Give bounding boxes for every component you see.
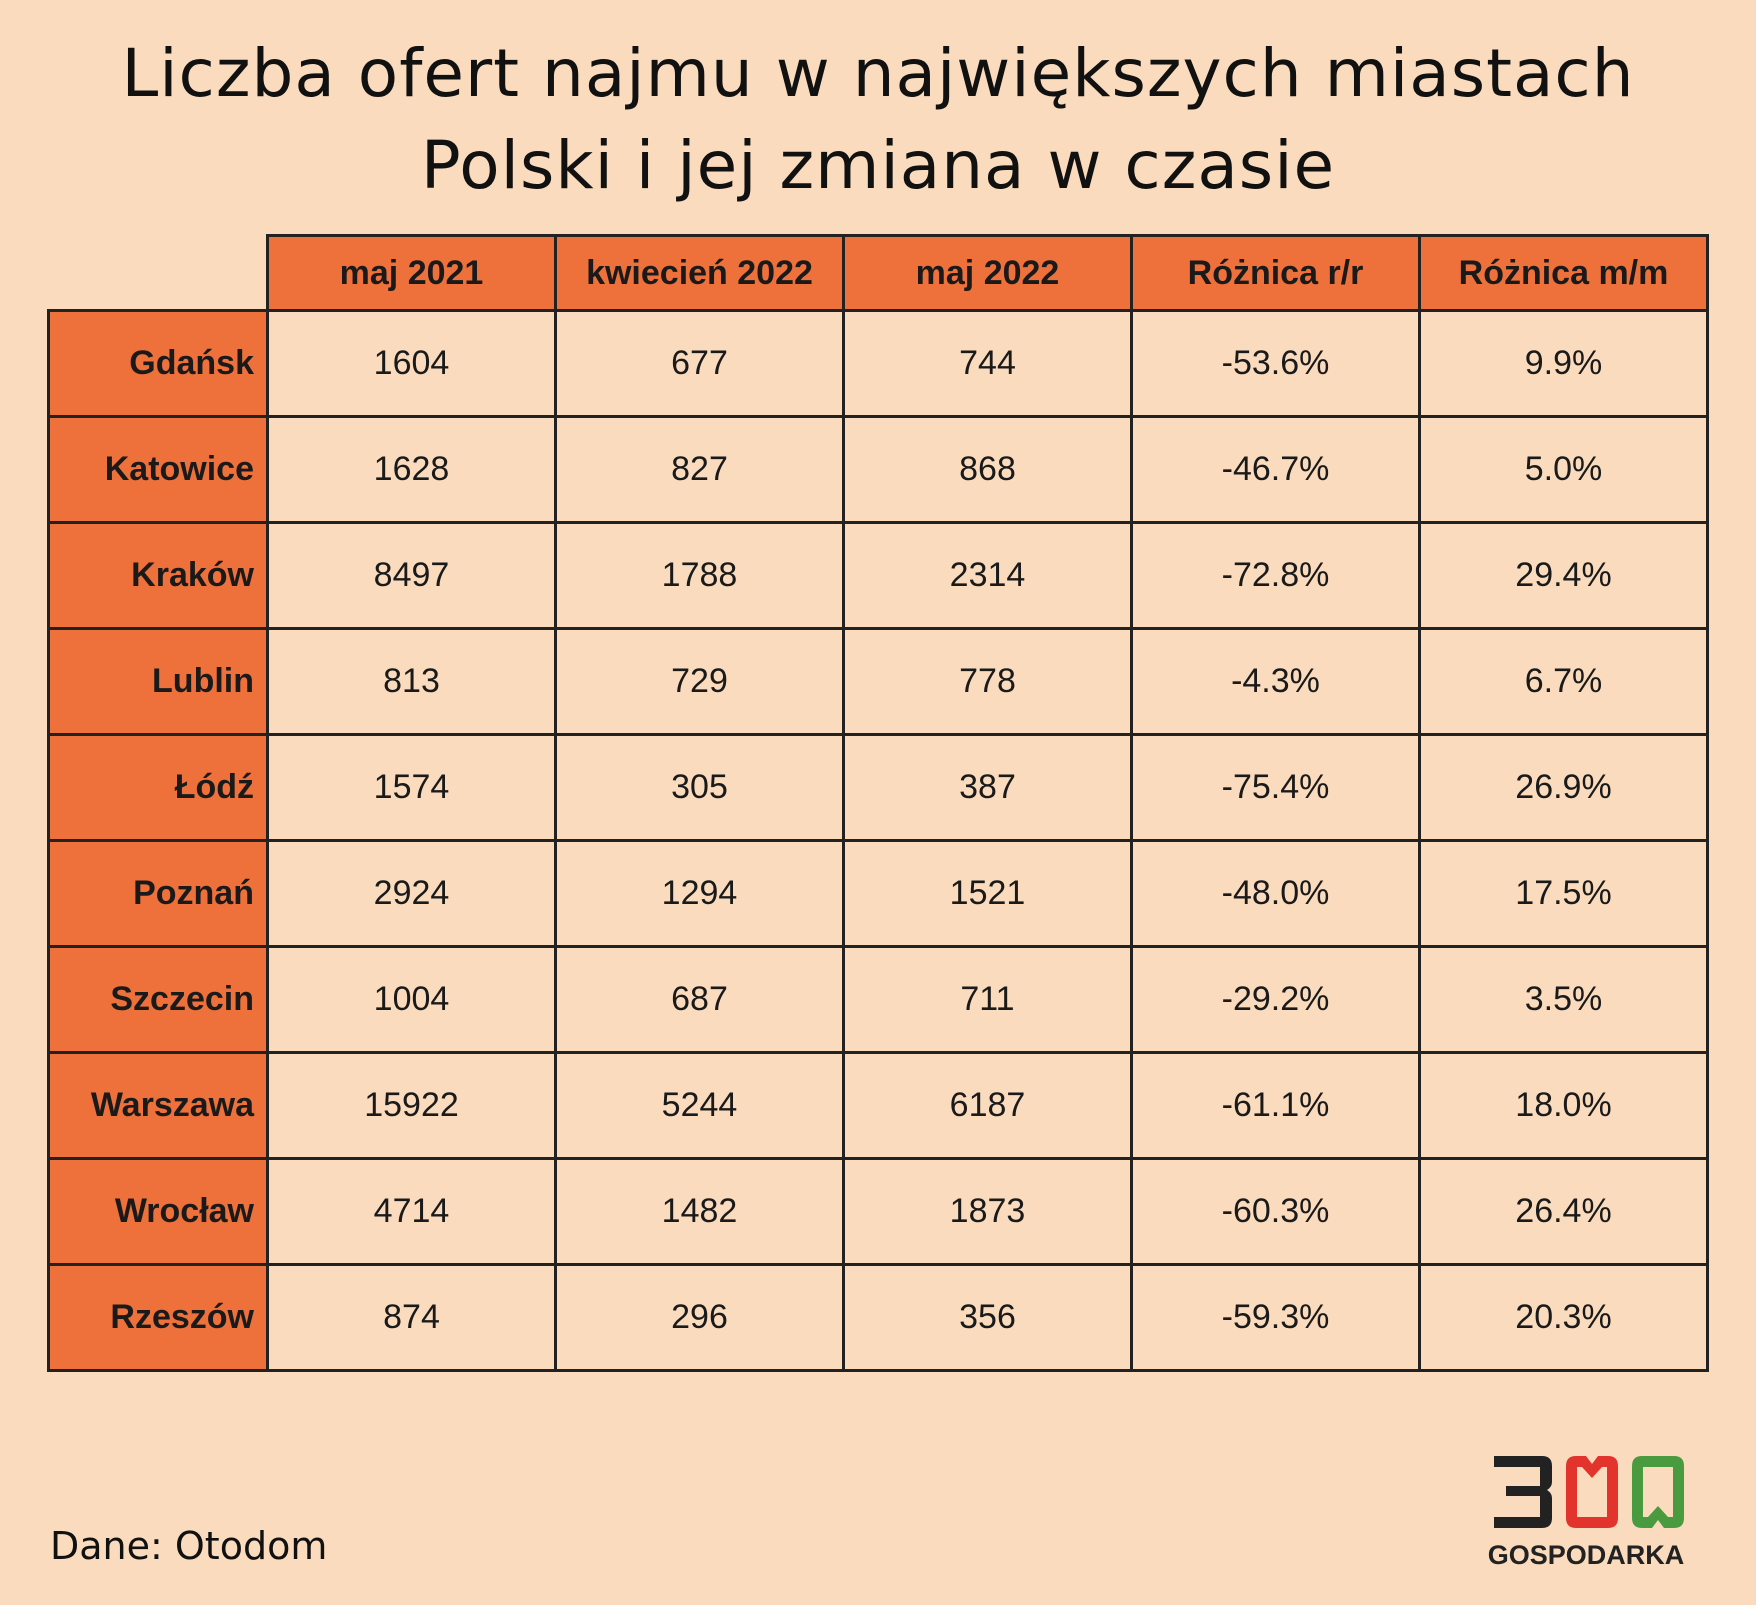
title-line-2: Polski i jej zmiana w czasie: [420, 127, 1336, 204]
table-row: Gdańsk 1604 677 744 -53.6% 9.9%: [47, 309, 1709, 418]
table-cell: -29.2%: [1130, 945, 1421, 1054]
row-header-city: Wrocław: [47, 1157, 269, 1266]
column-header: maj 2022: [842, 234, 1133, 312]
source-note: Dane: Otodom: [50, 1524, 328, 1568]
table-cell: 2314: [842, 521, 1133, 630]
table-cell: 6187: [842, 1051, 1133, 1160]
table-cell: 26.4%: [1418, 1157, 1709, 1266]
table-cell: 20.3%: [1418, 1263, 1709, 1372]
row-header-city: Gdańsk: [47, 309, 269, 418]
table-cell: 1788: [554, 521, 845, 630]
table-cell: 3.5%: [1418, 945, 1709, 1054]
table-cell: 1628: [266, 415, 557, 524]
column-header: maj 2021: [266, 234, 557, 312]
row-header-city: Poznań: [47, 839, 269, 948]
table-cell: 387: [842, 733, 1133, 842]
table-row: Łódź 1574 305 387 -75.4% 26.9%: [47, 733, 1709, 842]
table-cell: 356: [842, 1263, 1133, 1372]
row-header-city: Szczecin: [47, 945, 269, 1054]
row-header-city: Łódź: [47, 733, 269, 842]
rental-offers-table: maj 2021 kwiecień 2022 maj 2022 Różnica …: [47, 234, 1709, 1372]
table-cell: -53.6%: [1130, 309, 1421, 418]
table-cell: 729: [554, 627, 845, 736]
table-cell: 8497: [266, 521, 557, 630]
table-cell: 827: [554, 415, 845, 524]
table-cell: 5244: [554, 1051, 845, 1160]
table-cell: 15922: [266, 1051, 557, 1160]
table-cell: 1294: [554, 839, 845, 948]
table-cell: 305: [554, 733, 845, 842]
table-cell: 5.0%: [1418, 415, 1709, 524]
table-cell: -4.3%: [1130, 627, 1421, 736]
table-row: Wrocław 4714 1482 1873 -60.3% 26.4%: [47, 1157, 1709, 1266]
table-cell: 687: [554, 945, 845, 1054]
table-cell: 874: [266, 1263, 557, 1372]
logo-three-shape: [1494, 1456, 1552, 1528]
table-row: Warszawa 15922 5244 6187 -61.1% 18.0%: [47, 1051, 1709, 1160]
table-cell: 1873: [842, 1157, 1133, 1266]
logo-zero-red-shape: [1566, 1456, 1618, 1528]
column-header: Różnica r/r: [1130, 234, 1421, 312]
table-cell: 2924: [266, 839, 557, 948]
table-row: Kraków 8497 1788 2314 -72.8% 29.4%: [47, 521, 1709, 630]
table-cell: 6.7%: [1418, 627, 1709, 736]
column-header: Różnica m/m: [1418, 234, 1709, 312]
table-cell: 296: [554, 1263, 845, 1372]
table-cell: 813: [266, 627, 557, 736]
table-cell: 677: [554, 309, 845, 418]
table-cell: -48.0%: [1130, 839, 1421, 948]
table-cell: 744: [842, 309, 1133, 418]
table-cell: 9.9%: [1418, 309, 1709, 418]
table-cell: 1482: [554, 1157, 845, 1266]
table-cell: -72.8%: [1130, 521, 1421, 630]
table-cell: 26.9%: [1418, 733, 1709, 842]
table-cell: -61.1%: [1130, 1051, 1421, 1160]
table-cell: 17.5%: [1418, 839, 1709, 948]
row-header-city: Rzeszów: [47, 1263, 269, 1372]
table-cell: 1004: [266, 945, 557, 1054]
table-cell: 778: [842, 627, 1133, 736]
table-cell: 1574: [266, 733, 557, 842]
table-cell: -46.7%: [1130, 415, 1421, 524]
table-cell: 29.4%: [1418, 521, 1709, 630]
column-header: kwiecień 2022: [554, 234, 845, 312]
row-header-city: Katowice: [47, 415, 269, 524]
table-row: Lublin 813 729 778 -4.3% 6.7%: [47, 627, 1709, 736]
table-cell: 1521: [842, 839, 1133, 948]
header-row: maj 2021 kwiecień 2022 maj 2022 Różnica …: [48, 234, 1709, 312]
logo-wordmark: GOSPODARKA: [1488, 1540, 1685, 1570]
table-cell: 1604: [266, 309, 557, 418]
title-line-1: Liczba ofert najmu w największych miasta…: [121, 35, 1635, 112]
logo-zero-green-shape: [1632, 1456, 1684, 1528]
table-cell: -59.3%: [1130, 1263, 1421, 1372]
table-cell: -60.3%: [1130, 1157, 1421, 1266]
table-cell: 868: [842, 415, 1133, 524]
table-cell: 711: [842, 945, 1133, 1054]
row-header-city: Kraków: [47, 521, 269, 630]
table-row: Poznań 2924 1294 1521 -48.0% 17.5%: [47, 839, 1709, 948]
table-row: Katowice 1628 827 868 -46.7% 5.0%: [47, 415, 1709, 524]
row-header-city: Lublin: [47, 627, 269, 736]
table-cell: 4714: [266, 1157, 557, 1266]
table-cell: -75.4%: [1130, 733, 1421, 842]
table-row: Rzeszów 874 296 356 -59.3% 20.3%: [47, 1263, 1709, 1372]
table-row: Szczecin 1004 687 711 -29.2% 3.5%: [47, 945, 1709, 1054]
row-header-city: Warszawa: [47, 1051, 269, 1160]
gospodarka-logo: 300 GOSPODARKA: [1488, 1456, 1685, 1570]
chart-title: Liczba ofert najmu w największych miasta…: [60, 28, 1696, 212]
corner-cell: [48, 235, 269, 312]
table-cell: 18.0%: [1418, 1051, 1709, 1160]
